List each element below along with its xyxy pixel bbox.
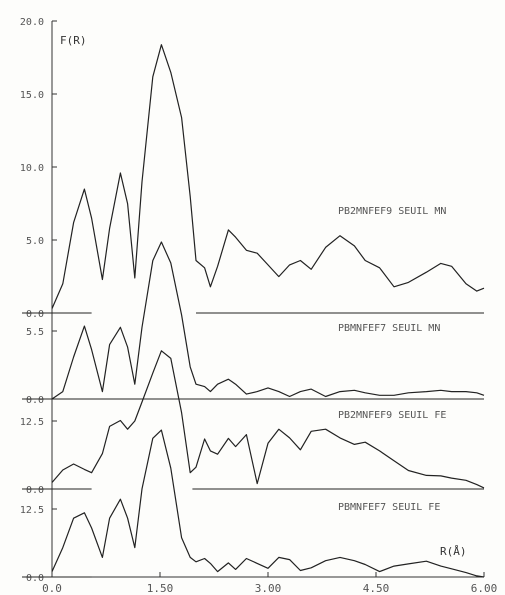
x-tick-label: 1.50 xyxy=(147,582,174,595)
y-tick-label: 20.0 xyxy=(20,17,44,28)
y-tick-label: 12.5 xyxy=(20,417,44,428)
series-label: PBMNFEF7 SEUIL MN xyxy=(338,323,440,334)
series-line-2 xyxy=(51,241,485,400)
y-tick-label: 12.5 xyxy=(20,505,44,516)
series-line-3 xyxy=(51,350,485,489)
chart-series xyxy=(51,44,485,578)
y-tick-label: 0.0 xyxy=(26,573,44,584)
y-tick-label: 0.0 xyxy=(26,485,44,496)
y-tick-label: 5.0 xyxy=(26,236,44,247)
chart-labels: PB2MNFEF9 SEUIL MN PBMNFEF7 SEUIL MN PB2MN… xyxy=(338,206,446,513)
y-axis-title: F(R) xyxy=(60,34,87,47)
series-label: PB2MNFEF9 SEUIL MN xyxy=(338,206,446,217)
y-tick-label: 0.0 xyxy=(26,309,44,320)
x-axis-title: R(Å) xyxy=(440,545,467,558)
series-label: PB2MNFEF9 SEUIL FE xyxy=(338,410,446,421)
x-tick-label: 4.50 xyxy=(363,582,390,595)
y-tick-label: 10.0 xyxy=(20,163,44,174)
y-tick-label: 5.5 xyxy=(26,327,44,338)
x-tick-label: 3.00 xyxy=(255,582,282,595)
y-tick-label: 0.0 xyxy=(26,395,44,406)
y-tick-label: 15.0 xyxy=(20,90,44,101)
series-label: PBMNFEF7 SEUIL FE xyxy=(338,502,440,513)
series-line-1 xyxy=(51,44,485,309)
x-tick-label: 0.0 xyxy=(42,582,62,595)
chart-axes: 0.0 1.50 3.00 4.50 6.00 0.0 5.0 10.0 15.0 20.0 0.0… xyxy=(20,17,497,595)
series-line-4 xyxy=(51,429,485,578)
x-tick-label: 6.00 xyxy=(471,582,498,595)
